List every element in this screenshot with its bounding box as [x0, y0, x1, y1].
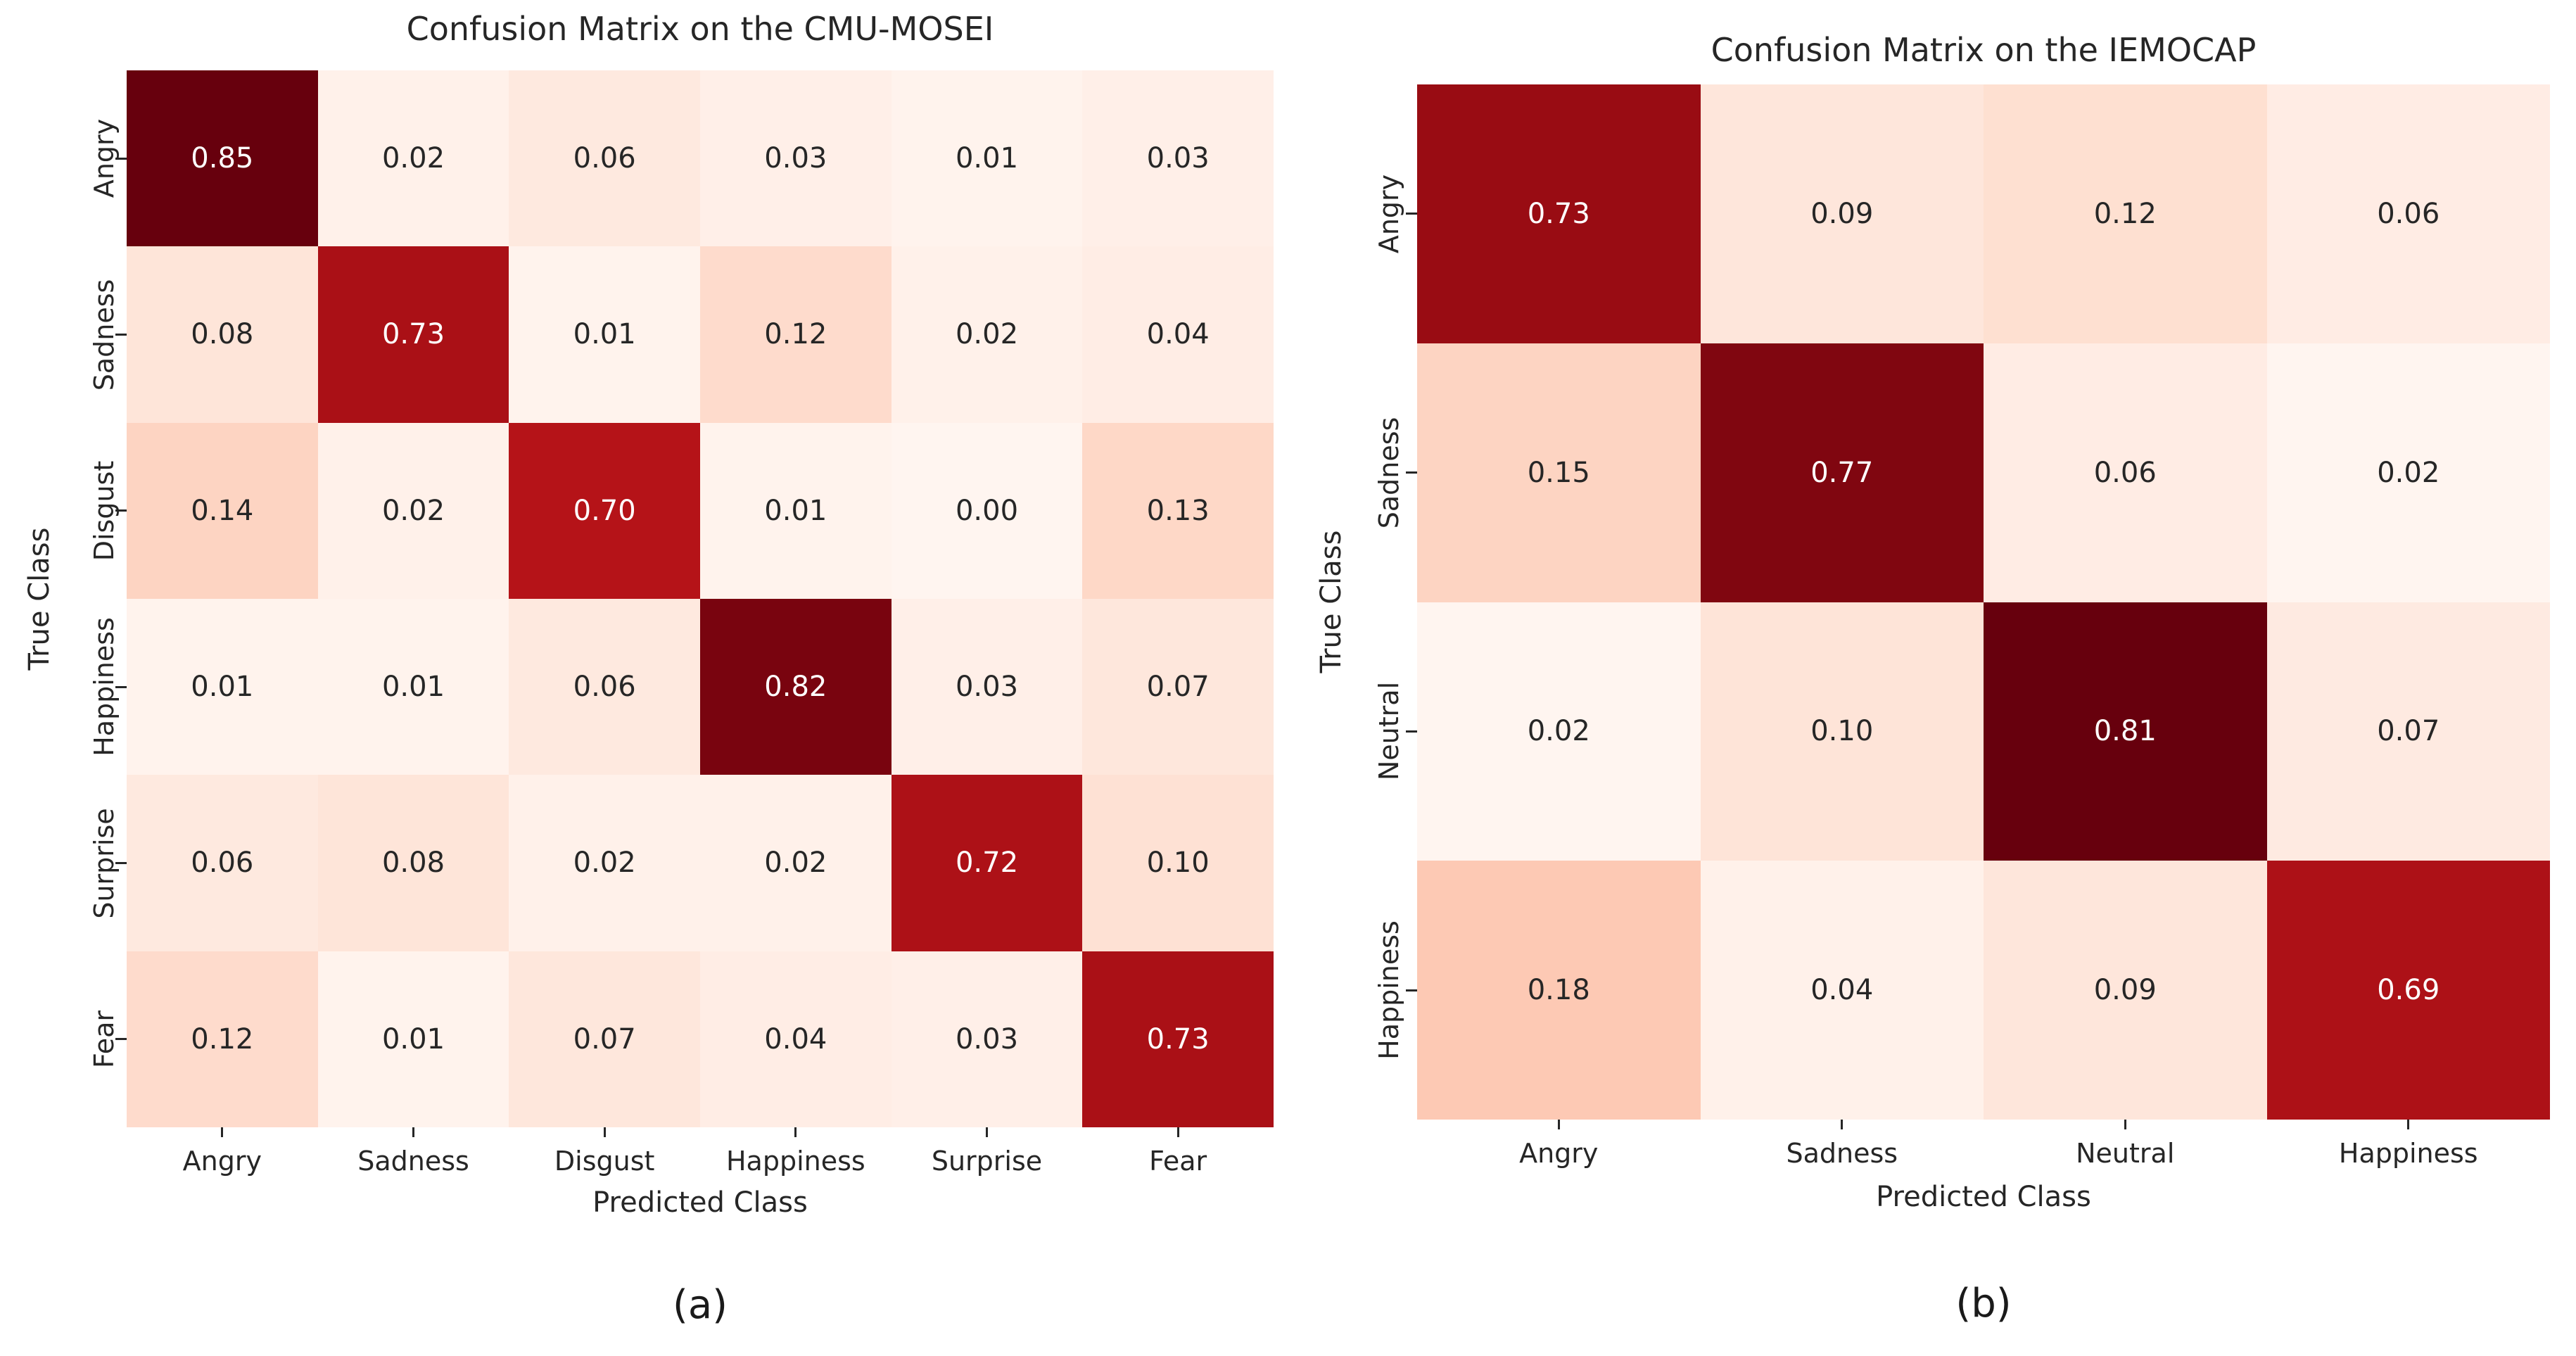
x-tick-mark	[1176, 1127, 1179, 1137]
x-axis-label: Predicted Class	[1876, 1181, 2091, 1213]
heatmap-grid: 0.85 0.02 0.06 0.03 0.01 0.03 0.08 0.73 0.01 0.12…	[127, 70, 1274, 1127]
subfigure-caption: (b)	[1955, 1281, 2012, 1326]
y-tick-mark	[1406, 989, 1417, 991]
x-tick-mark	[794, 1127, 797, 1137]
heatmap-cell: 0.04	[1082, 246, 1274, 423]
x-tick-label: Sadness	[357, 1146, 469, 1177]
heatmap-cell: 0.08	[127, 246, 318, 423]
x-tick-label: Sadness	[1786, 1138, 1898, 1169]
y-tick-mark	[1406, 471, 1417, 474]
heatmap-cell: 0.10	[1082, 775, 1274, 951]
heatmap-cell: 0.00	[891, 422, 1083, 599]
heatmap-cell: 0.07	[509, 951, 700, 1127]
heatmap-cell: 0.02	[317, 422, 509, 599]
x-tick-mark	[221, 1127, 224, 1137]
heatmap-cell: 0.73	[1417, 84, 1701, 343]
x-tick-mark	[412, 1127, 414, 1137]
heatmap-cell: 0.70	[509, 422, 700, 599]
heatmap-cell: 0.73	[317, 246, 509, 423]
heatmap-cell: 0.02	[699, 775, 892, 951]
heatmap-cell: 0.06	[509, 70, 700, 247]
heatmap-cell: 0.69	[2266, 861, 2550, 1120]
chart-title: Confusion Matrix on the CMU-MOSEI	[406, 10, 994, 48]
y-tick-mark	[115, 334, 127, 336]
x-tick-label: Surprise	[931, 1146, 1043, 1177]
heatmap-cell: 0.03	[699, 70, 892, 247]
x-tick-mark	[2407, 1120, 2410, 1129]
x-tick-mark	[986, 1127, 988, 1137]
heatmap-cell: 0.14	[127, 422, 318, 599]
heatmap-cell: 0.72	[891, 775, 1083, 951]
x-tick-label: Happiness	[2338, 1138, 2478, 1169]
heatmap-cell: 0.02	[2266, 343, 2550, 602]
y-tick-mark	[115, 685, 127, 688]
y-tick-mark	[1406, 730, 1417, 733]
y-axis-label: True Class	[1315, 530, 1347, 673]
heatmap-cell: 0.01	[317, 951, 509, 1127]
heatmap-cell: 0.03	[891, 598, 1083, 775]
x-tick-mark	[2124, 1120, 2126, 1129]
x-tick-label: Disgust	[554, 1146, 655, 1177]
heatmap-cell: 0.03	[891, 951, 1083, 1127]
heatmap-cell: 0.01	[127, 598, 318, 775]
y-tick-mark	[115, 157, 127, 160]
x-tick-mark	[1557, 1120, 1560, 1129]
x-tick-label: Happiness	[725, 1146, 865, 1177]
heatmap-grid: 0.73 0.09 0.12 0.06 0.15 0.77 0.06 0.02 0.02 0.10…	[1417, 84, 2550, 1120]
heatmap-cell: 0.02	[1417, 602, 1701, 861]
heatmap-cell: 0.07	[1082, 598, 1274, 775]
heatmap-cell: 0.02	[509, 775, 700, 951]
y-tick-label: Angry	[1373, 174, 1404, 254]
heatmap-cell: 0.09	[1984, 861, 2267, 1120]
x-tick-label: Fear	[1149, 1146, 1207, 1177]
heatmap-cell: 0.81	[1984, 602, 2267, 861]
heatmap-cell: 0.02	[891, 246, 1083, 423]
x-tick-mark	[1841, 1120, 1844, 1129]
x-tick-mark	[603, 1127, 606, 1137]
heatmap-cell: 0.06	[509, 598, 700, 775]
y-tick-mark	[115, 1038, 127, 1041]
heatmap-cell: 0.04	[1700, 861, 1984, 1120]
heatmap-cell: 0.12	[699, 246, 892, 423]
y-tick-mark	[115, 509, 127, 512]
heatmap-cell: 0.82	[699, 598, 892, 775]
heatmap-cell: 0.02	[317, 70, 509, 247]
heatmap-cell: 0.15	[1417, 343, 1701, 602]
heatmap-cell: 0.07	[2266, 602, 2550, 861]
x-axis-label: Predicted Class	[592, 1186, 808, 1219]
heatmap-cell: 0.01	[699, 422, 892, 599]
heatmap-cell: 0.12	[127, 951, 318, 1127]
heatmap-cell: 0.01	[509, 246, 700, 423]
y-tick-label: Happiness	[1373, 920, 1404, 1060]
subfigure-caption: (a)	[672, 1282, 728, 1328]
heatmap-cell: 0.18	[1417, 861, 1701, 1120]
y-tick-label: Neutral	[1373, 682, 1404, 781]
heatmap-cell: 0.06	[1984, 343, 2267, 602]
y-tick-mark	[115, 862, 127, 864]
x-tick-label: Angry	[182, 1146, 262, 1177]
y-tick-mark	[1406, 213, 1417, 215]
y-tick-label: Sadness	[1373, 417, 1404, 528]
heatmap-cell: 0.06	[127, 775, 318, 951]
heatmap-cell: 0.06	[2266, 84, 2550, 343]
heatmap-cell: 0.12	[1984, 84, 2267, 343]
heatmap-cell: 0.77	[1700, 343, 1984, 602]
heatmap-cell: 0.04	[699, 951, 892, 1127]
heatmap-cell: 0.03	[1082, 70, 1274, 247]
heatmap-cell: 0.10	[1700, 602, 1984, 861]
heatmap-cell: 0.08	[317, 775, 509, 951]
heatmap-cell: 0.73	[1082, 951, 1274, 1127]
x-tick-label: Angry	[1519, 1138, 1599, 1169]
x-tick-label: Neutral	[2076, 1138, 2175, 1169]
heatmap-cell: 0.01	[891, 70, 1083, 247]
heatmap-cell: 0.01	[317, 598, 509, 775]
heatmap-cell: 0.85	[127, 70, 318, 247]
heatmap-cell: 0.09	[1700, 84, 1984, 343]
heatmap-cell: 0.13	[1082, 422, 1274, 599]
chart-title: Confusion Matrix on the IEMOCAP	[1711, 31, 2257, 69]
